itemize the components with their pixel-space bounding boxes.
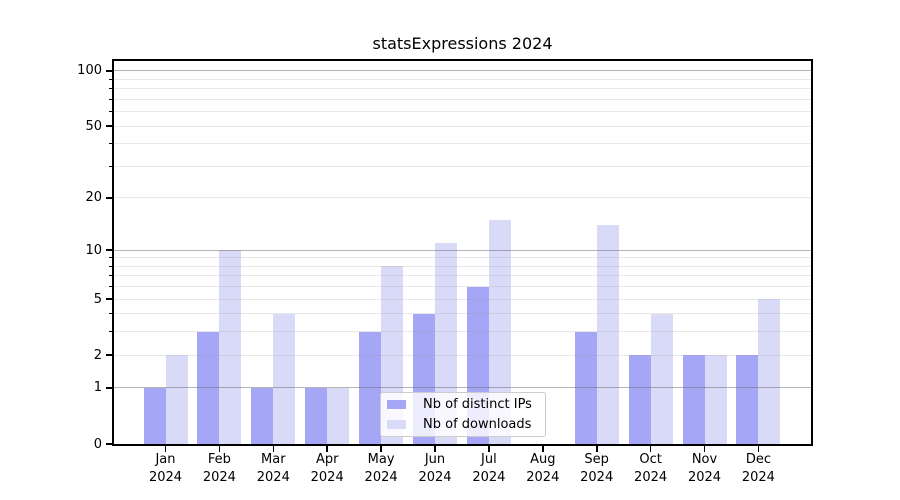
legend-label-distinct-ips: Nb of distinct IPs — [423, 397, 532, 412]
y-minor-tick — [108, 98, 112, 100]
gridline-minor — [114, 88, 811, 90]
bar-distinct-ips — [251, 387, 274, 444]
y-minor-tick — [108, 265, 112, 267]
x-tick — [380, 446, 382, 452]
y-minor-tick — [108, 143, 112, 145]
bar-distinct-ips — [682, 355, 705, 444]
x-tick-label-jul: Jul 2024 — [472, 452, 506, 485]
gridline-minor — [114, 286, 811, 288]
x-tick-label-oct: Oct 2024 — [634, 452, 668, 485]
x-tick-label-jan: Jan 2024 — [148, 452, 183, 485]
gridline-major — [114, 249, 811, 251]
x-tick-label-apr: Apr 2024 — [310, 452, 344, 485]
y-minor-tick — [108, 111, 112, 113]
x-tick — [542, 446, 544, 452]
y-minor-tick — [108, 286, 112, 288]
gridline-minor — [114, 197, 811, 199]
chart-title: statsExpressions 2024 — [372, 34, 553, 53]
y-tick-label: 10 — [85, 242, 102, 258]
gridline-minor — [114, 125, 811, 127]
gridline-minor — [114, 331, 811, 333]
x-tick-label-sep: Sep 2024 — [580, 452, 614, 485]
x-tick — [164, 446, 167, 452]
y-tick-label: 2 — [93, 347, 102, 363]
y-tick-label: 50 — [85, 118, 102, 134]
y-tick — [106, 125, 112, 127]
y-tick — [106, 443, 112, 445]
y-tick — [106, 354, 112, 356]
x-tick-label-aug: Aug 2024 — [526, 452, 560, 485]
bar-distinct-ips — [143, 387, 166, 444]
bar-downloads — [273, 313, 296, 444]
x-tick — [703, 446, 706, 452]
x-tick-label-nov: Nov 2024 — [687, 452, 722, 485]
bar-downloads — [165, 355, 188, 444]
gridline-minor — [114, 165, 811, 167]
bar-downloads — [596, 225, 619, 444]
y-tick-label: 1 — [93, 380, 102, 396]
y-tick — [106, 298, 112, 300]
gridline-minor — [114, 354, 811, 356]
legend-swatch-downloads — [387, 419, 406, 430]
x-tick — [326, 446, 328, 452]
x-tick — [596, 446, 598, 452]
legend-item-distinct-ips: Nb of distinct IPs — [387, 397, 545, 413]
bar-downloads — [704, 355, 727, 444]
x-tick — [434, 446, 436, 452]
gridline-minor — [114, 143, 811, 145]
gridline-major — [114, 70, 811, 72]
gridline-minor — [114, 265, 811, 267]
y-minor-tick — [108, 78, 112, 80]
x-tick — [649, 446, 652, 452]
bar-downloads — [758, 299, 781, 444]
y-tick — [106, 249, 112, 251]
legend: Nb of distinct IPs Nb of downloads — [380, 392, 546, 437]
bar-distinct-ips — [736, 355, 759, 444]
x-tick — [488, 446, 490, 452]
bar-distinct-ips — [628, 355, 651, 444]
gridline-minor — [114, 313, 811, 315]
legend-swatch-distinct-ips — [387, 399, 406, 410]
plot-area: Nb of distinct IPs Nb of downloads — [114, 61, 811, 444]
y-tick-label: 100 — [77, 63, 102, 79]
gridline-minor — [114, 298, 811, 300]
x-tick — [757, 446, 760, 452]
x-tick — [218, 446, 221, 452]
x-tick — [272, 446, 275, 452]
y-tick-label: 5 — [93, 291, 102, 307]
y-tick-label: 20 — [85, 190, 102, 206]
y-minor-tick — [108, 88, 112, 90]
y-tick — [106, 387, 112, 389]
x-tick-label-feb: Feb 2024 — [202, 452, 236, 485]
gridline-minor — [114, 111, 811, 113]
y-tick — [106, 197, 112, 199]
grid-layer — [114, 61, 811, 444]
bar-distinct-ips — [305, 387, 328, 444]
y-tick-label: 0 — [93, 436, 102, 452]
bar-downloads — [219, 250, 242, 444]
legend-item-downloads: Nb of downloads — [387, 417, 545, 433]
gridline-minor — [114, 275, 811, 277]
y-minor-tick — [108, 165, 112, 167]
x-tick-label-mar: Mar 2024 — [256, 452, 290, 485]
y-minor-tick — [108, 331, 112, 333]
x-tick-label-may: May 2024 — [364, 452, 398, 485]
y-tick — [106, 70, 112, 72]
y-minor-tick — [108, 257, 112, 259]
gridline-minor — [114, 98, 811, 100]
y-minor-tick — [108, 275, 112, 277]
gridline-minor — [114, 257, 811, 259]
legend-label-downloads: Nb of downloads — [423, 417, 532, 432]
bar-downloads — [327, 387, 350, 444]
gridline-major — [114, 387, 811, 389]
x-tick-label-dec: Dec 2024 — [741, 452, 775, 485]
y-minor-tick — [108, 313, 112, 315]
bar-downloads — [650, 313, 673, 444]
gridline-minor — [114, 78, 811, 80]
x-tick-label-jun: Jun 2024 — [418, 452, 452, 485]
